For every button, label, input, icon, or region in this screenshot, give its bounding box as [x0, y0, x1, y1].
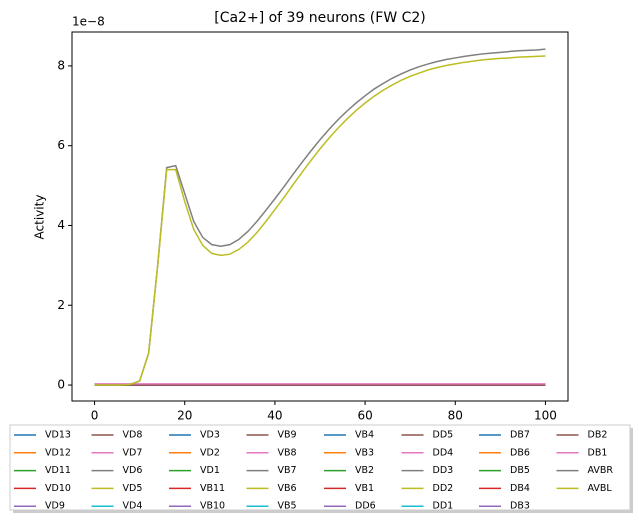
legend-label: VD4 — [123, 501, 143, 512]
legend-label: AVBR — [588, 465, 614, 476]
legend-label: DD4 — [433, 447, 454, 458]
legend-label: VB2 — [355, 465, 374, 476]
legend-label: DB2 — [588, 430, 608, 441]
legend-label: VB7 — [278, 465, 297, 476]
series-line — [94, 48, 546, 386]
y-tick-label: 0 — [57, 378, 65, 392]
x-tick-label: 80 — [448, 409, 463, 423]
legend-label: DB1 — [588, 447, 608, 458]
legend-label: DB6 — [510, 447, 530, 458]
legend-label: VD5 — [123, 483, 143, 494]
legend-label: VD1 — [200, 465, 220, 476]
x-tick-label: 40 — [267, 409, 282, 423]
x-tick-label: 100 — [534, 409, 557, 423]
y-axis-label: Activity — [33, 195, 47, 240]
y-offset-label: 1e−8 — [72, 15, 105, 29]
legend-label: VD13 — [45, 430, 71, 441]
y-tick-label: 8 — [57, 58, 65, 72]
legend-label: VB11 — [200, 483, 225, 494]
legend-label: VB5 — [278, 501, 297, 512]
legend-label: VD8 — [123, 430, 143, 441]
legend-label: DD2 — [433, 483, 454, 494]
y-tick-label: 4 — [57, 218, 65, 232]
legend-label: VD2 — [200, 447, 220, 458]
legend-label: DD1 — [433, 501, 454, 512]
x-tick-label: 0 — [91, 409, 99, 423]
legend-label: VD12 — [45, 447, 71, 458]
series-line — [94, 55, 546, 386]
legend-label: VB1 — [355, 483, 374, 494]
y-tick-label: 2 — [57, 298, 65, 312]
legend-label: VB4 — [355, 430, 374, 441]
legend-label: VD3 — [200, 430, 220, 441]
legend-label: VD10 — [45, 483, 71, 494]
legend-label: VD6 — [123, 465, 143, 476]
chart-title: [Ca2+] of 39 neurons (FW C2) — [214, 10, 426, 26]
legend-label: VB10 — [200, 501, 225, 512]
x-tick-label: 20 — [177, 409, 192, 423]
legend-label: DB7 — [510, 430, 530, 441]
legend-label: VB9 — [278, 430, 297, 441]
legend-label: DD5 — [433, 430, 454, 441]
legend-label: VD9 — [45, 501, 65, 512]
legend-label: VB3 — [355, 447, 374, 458]
legend-label: VB6 — [278, 483, 297, 494]
legend-label: DB5 — [510, 465, 530, 476]
legend-label: AVBL — [588, 483, 613, 494]
plot-frame — [71, 31, 569, 402]
legend-label: DB4 — [510, 483, 530, 494]
legend-label: VD11 — [45, 465, 71, 476]
legend-label: DD3 — [433, 465, 454, 476]
legend-label: DD6 — [355, 501, 376, 512]
x-tick-label: 60 — [357, 409, 372, 423]
legend-label: DB3 — [510, 501, 530, 512]
legend-label: VB8 — [278, 447, 297, 458]
legend-label: VD7 — [123, 447, 143, 458]
y-tick-label: 6 — [57, 138, 65, 152]
legend-frame — [9, 424, 631, 511]
